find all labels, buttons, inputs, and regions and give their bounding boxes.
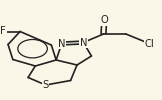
Text: F: F [0, 26, 6, 36]
Text: S: S [43, 80, 49, 90]
Text: O: O [100, 15, 108, 25]
Text: N: N [80, 38, 87, 48]
Text: Cl: Cl [144, 38, 154, 48]
Text: N: N [58, 38, 65, 48]
